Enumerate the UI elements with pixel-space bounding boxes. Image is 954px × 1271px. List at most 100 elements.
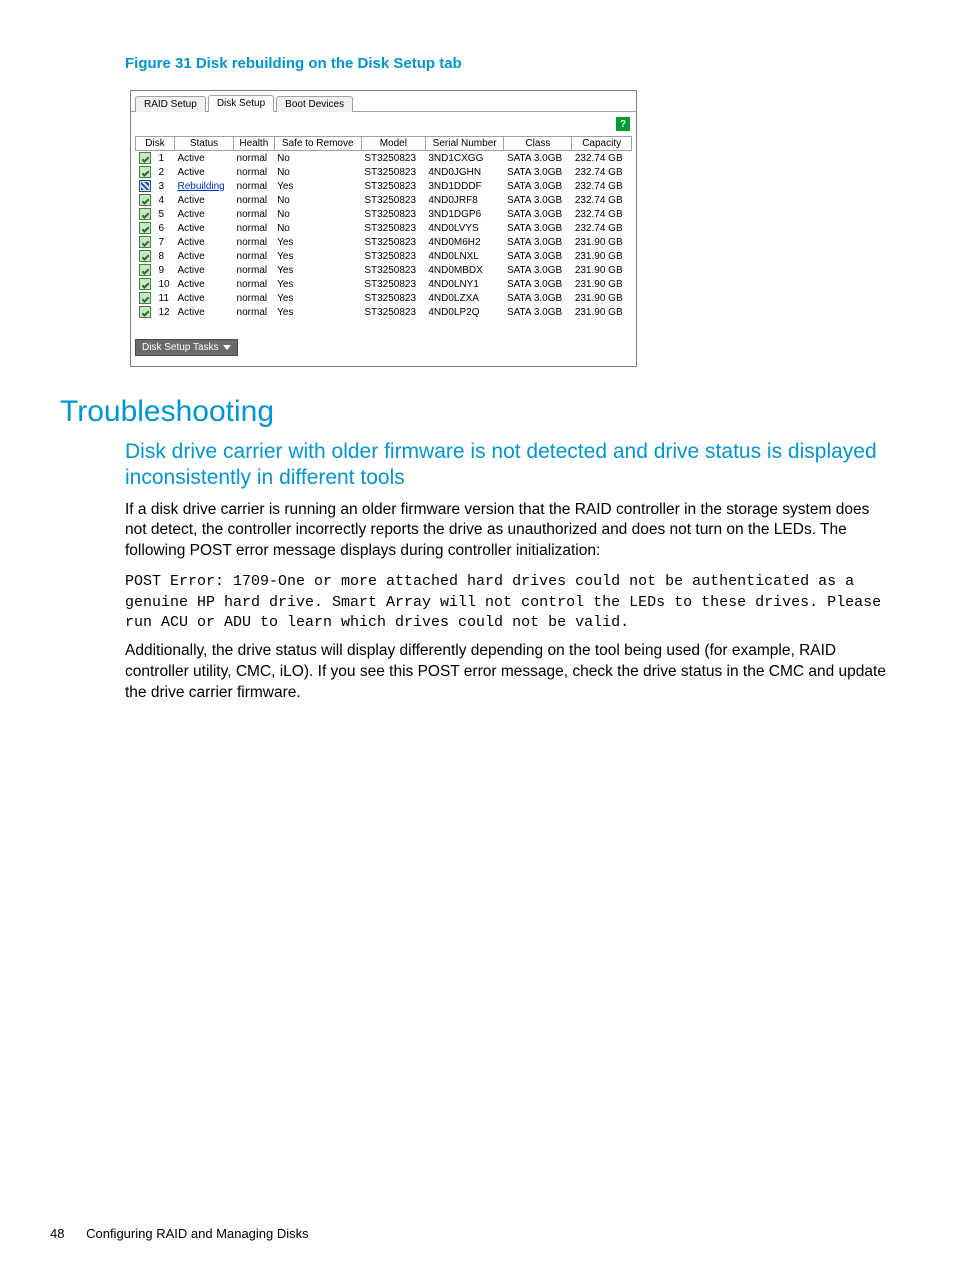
cell: 232.74 GB: [572, 221, 632, 235]
cell: ST3250823: [361, 305, 425, 319]
cell: ST3250823: [361, 235, 425, 249]
table-row[interactable]: 7ActivenormalYesST32508234ND0M6H2SATA 3.…: [136, 235, 632, 249]
status-ok-icon: [139, 166, 151, 178]
cell: 231.90 GB: [572, 305, 632, 319]
column-header[interactable]: Serial Number: [425, 137, 504, 151]
cell: normal: [234, 165, 275, 179]
table-row[interactable]: 8ActivenormalYesST32508234ND0LNXLSATA 3.…: [136, 249, 632, 263]
tab-raid-setup[interactable]: RAID Setup: [135, 96, 206, 112]
cell: 4ND0LNXL: [425, 249, 504, 263]
cell: 3: [156, 179, 175, 193]
cell: 4ND0M6H2: [425, 235, 504, 249]
tab-row: RAID Setup Disk Setup Boot Devices: [131, 91, 636, 112]
cell: SATA 3.0GB: [504, 207, 572, 221]
cell: SATA 3.0GB: [504, 291, 572, 305]
cell: 5: [156, 207, 175, 221]
table-row[interactable]: 6ActivenormalNoST32508234ND0LVYSSATA 3.0…: [136, 221, 632, 235]
table-row[interactable]: 12ActivenormalYesST32508234ND0LP2QSATA 3…: [136, 305, 632, 319]
status-ok-icon: [139, 250, 151, 262]
cell: 4ND0LVYS: [425, 221, 504, 235]
cell: Active: [174, 193, 233, 207]
cell: SATA 3.0GB: [504, 277, 572, 291]
cell: 3ND1DDDF: [425, 179, 504, 193]
cell: 231.90 GB: [572, 263, 632, 277]
cell: 231.90 GB: [572, 277, 632, 291]
column-header[interactable]: Status: [174, 137, 233, 151]
cell: ST3250823: [361, 165, 425, 179]
cell: Active: [174, 165, 233, 179]
disk-setup-tasks-button[interactable]: Disk Setup Tasks: [135, 339, 238, 356]
status-ok-icon: [139, 306, 151, 318]
column-header[interactable]: Health: [234, 137, 275, 151]
column-header[interactable]: Class: [504, 137, 572, 151]
cell: ST3250823: [361, 221, 425, 235]
section-heading-troubleshooting: Troubleshooting: [60, 395, 894, 429]
cell: 4: [156, 193, 175, 207]
cell: 1: [156, 151, 175, 166]
cell: Active: [174, 263, 233, 277]
cell: 6: [156, 221, 175, 235]
tab-boot-devices[interactable]: Boot Devices: [276, 96, 353, 112]
cell: Active: [174, 305, 233, 319]
table-row[interactable]: 5ActivenormalNoST32508233ND1DGP6SATA 3.0…: [136, 207, 632, 221]
cell: SATA 3.0GB: [504, 249, 572, 263]
panel-toolbar: ?: [131, 112, 636, 136]
cell: ST3250823: [361, 263, 425, 277]
cell: normal: [234, 221, 275, 235]
cell: normal: [234, 263, 275, 277]
status-ok-icon: [139, 236, 151, 248]
cell: Active: [174, 151, 233, 166]
cell: 231.90 GB: [572, 235, 632, 249]
cell: No: [274, 165, 361, 179]
table-row[interactable]: 11ActivenormalYesST32508234ND0LZXASATA 3…: [136, 291, 632, 305]
column-header[interactable]: Capacity: [572, 137, 632, 151]
page: Figure 31 Disk rebuilding on the Disk Se…: [0, 0, 954, 1271]
column-header[interactable]: Safe to Remove: [274, 137, 361, 151]
cell: 7: [156, 235, 175, 249]
column-header[interactable]: Disk: [136, 137, 175, 151]
cell: normal: [234, 291, 275, 305]
status-ok-icon: [139, 278, 151, 290]
disk-table: DiskStatusHealthSafe to RemoveModelSeria…: [135, 136, 632, 319]
table-row[interactable]: 1ActivenormalNoST32508233ND1CXGGSATA 3.0…: [136, 151, 632, 166]
page-label: Configuring RAID and Managing Disks: [86, 1226, 309, 1241]
table-row[interactable]: 2ActivenormalNoST32508234ND0JGHNSATA 3.0…: [136, 165, 632, 179]
cell: 4ND0JGHN: [425, 165, 504, 179]
cell: 8: [156, 249, 175, 263]
column-header[interactable]: Model: [361, 137, 425, 151]
table-row[interactable]: 3RebuildingnormalYesST32508233ND1DDDFSAT…: [136, 179, 632, 193]
cell: No: [274, 207, 361, 221]
cell: SATA 3.0GB: [504, 221, 572, 235]
cell: 232.74 GB: [572, 151, 632, 166]
cell: normal: [234, 277, 275, 291]
cell: 231.90 GB: [572, 249, 632, 263]
cell: ST3250823: [361, 193, 425, 207]
cell: normal: [234, 193, 275, 207]
cell: 4ND0JRF8: [425, 193, 504, 207]
cell: Yes: [274, 235, 361, 249]
cell: Active: [174, 277, 233, 291]
cell: Active: [174, 207, 233, 221]
cell: 4ND0LZXA: [425, 291, 504, 305]
body-paragraph-2: Additionally, the drive status will disp…: [125, 641, 894, 704]
table-row[interactable]: 4ActivenormalNoST32508234ND0JRF8SATA 3.0…: [136, 193, 632, 207]
cell: SATA 3.0GB: [504, 263, 572, 277]
help-icon[interactable]: ?: [616, 117, 630, 131]
figure-caption: Figure 31 Disk rebuilding on the Disk Se…: [125, 55, 894, 72]
cell: SATA 3.0GB: [504, 235, 572, 249]
cell: 3ND1CXGG: [425, 151, 504, 166]
cell: ST3250823: [361, 277, 425, 291]
tab-disk-setup[interactable]: Disk Setup: [208, 95, 274, 112]
table-row[interactable]: 10ActivenormalYesST32508234ND0LNY1SATA 3…: [136, 277, 632, 291]
cell: ST3250823: [361, 291, 425, 305]
cell: Yes: [274, 277, 361, 291]
cell: SATA 3.0GB: [504, 179, 572, 193]
table-row[interactable]: 9ActivenormalYesST32508234ND0MBDXSATA 3.…: [136, 263, 632, 277]
cell: SATA 3.0GB: [504, 305, 572, 319]
cell: Yes: [274, 179, 361, 193]
cell: 232.74 GB: [572, 193, 632, 207]
disk-table-body: 1ActivenormalNoST32508233ND1CXGGSATA 3.0…: [136, 151, 632, 320]
cell: 11: [156, 291, 175, 305]
subsection-heading: Disk drive carrier with older firmware i…: [125, 439, 894, 492]
cell: Yes: [274, 249, 361, 263]
